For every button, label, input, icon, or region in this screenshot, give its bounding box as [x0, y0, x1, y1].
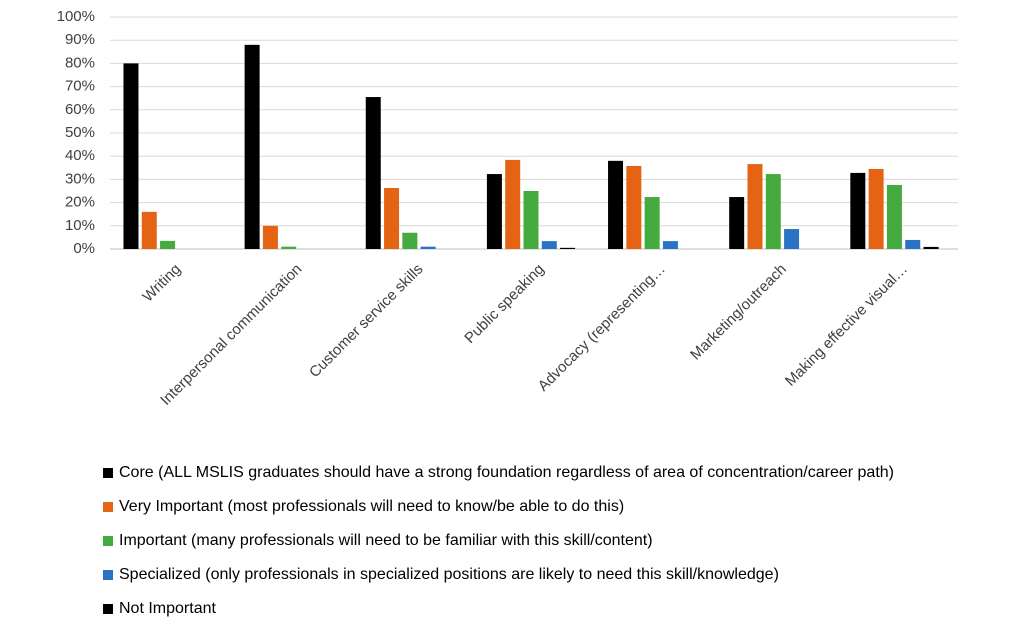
legend-item: Very Important (most professionals will …: [103, 496, 933, 518]
bar: [905, 239, 921, 249]
bar: [868, 168, 884, 249]
bar: [281, 246, 297, 249]
bar: [784, 229, 800, 249]
bar: [402, 232, 418, 249]
x-tick-label: Customer service skills: [306, 261, 426, 381]
bar: [541, 241, 557, 249]
legend-swatch: [103, 570, 113, 580]
legend-item: Specialized (only professionals in speci…: [103, 564, 933, 586]
legend-swatch: [103, 502, 113, 512]
y-tick-label: 90%: [65, 31, 95, 48]
bar: [626, 165, 642, 249]
y-tick-label: 0%: [73, 240, 95, 257]
bar: [123, 63, 139, 250]
bar: [747, 164, 763, 249]
bar: [644, 197, 660, 249]
x-tick-label: Marketing/outreach: [687, 261, 790, 364]
x-tick-label: Public speaking: [461, 261, 547, 347]
y-tick-label: 20%: [65, 194, 95, 211]
bar: [486, 174, 502, 249]
bar: [729, 197, 745, 249]
bar: [923, 246, 939, 249]
legend-label: Important (many professionals will need …: [119, 532, 653, 549]
bar: [560, 247, 576, 249]
bar: [523, 191, 539, 249]
y-tick-label: 100%: [57, 8, 95, 25]
legend-item: Not Important: [103, 598, 933, 620]
y-tick-label: 40%: [65, 147, 95, 164]
y-tick-label: 50%: [65, 124, 95, 141]
x-tick-label: Advocacy (representing…: [535, 261, 669, 395]
y-tick-label: 70%: [65, 78, 95, 95]
bar: [244, 44, 260, 250]
bar: [765, 174, 781, 249]
bar: [262, 225, 278, 249]
x-tick-label: Interpersonal communication: [157, 261, 305, 409]
bar: [608, 160, 624, 249]
legend-label: Not Important: [119, 600, 216, 617]
legend-label: Very Important (most professionals will …: [119, 498, 625, 515]
legend-item: Important (many professionals will need …: [103, 530, 933, 552]
legend-item: Core (ALL MSLIS graduates should have a …: [103, 462, 933, 484]
x-tick-label: Making effective visual…: [782, 261, 911, 390]
bar: [384, 187, 400, 249]
chart: 0% 10% 20% 30% 40% 50% 60% 70% 80% 90% 100% Writing…: [57, 8, 958, 409]
y-tick-label: 30%: [65, 170, 95, 187]
bar: [420, 246, 436, 249]
bar: [160, 240, 176, 249]
y-tick-label: 80%: [65, 54, 95, 71]
bar: [850, 172, 866, 249]
y-tick-label: 10%: [65, 217, 95, 234]
bar: [505, 159, 521, 249]
bar: [141, 211, 157, 249]
bar: [662, 241, 678, 249]
y-tick-label: 60%: [65, 101, 95, 118]
bar: [365, 97, 381, 249]
legend-swatch: [103, 604, 113, 614]
legend: Core (ALL MSLIS graduates should have a …: [103, 462, 933, 632]
legend-swatch: [103, 468, 113, 478]
x-tick-label: Writing: [139, 261, 184, 306]
legend-label: Specialized (only professionals in speci…: [119, 566, 779, 583]
legend-label: Core (ALL MSLIS graduates should have a …: [119, 464, 894, 481]
bar: [886, 184, 902, 249]
legend-swatch: [103, 536, 113, 546]
